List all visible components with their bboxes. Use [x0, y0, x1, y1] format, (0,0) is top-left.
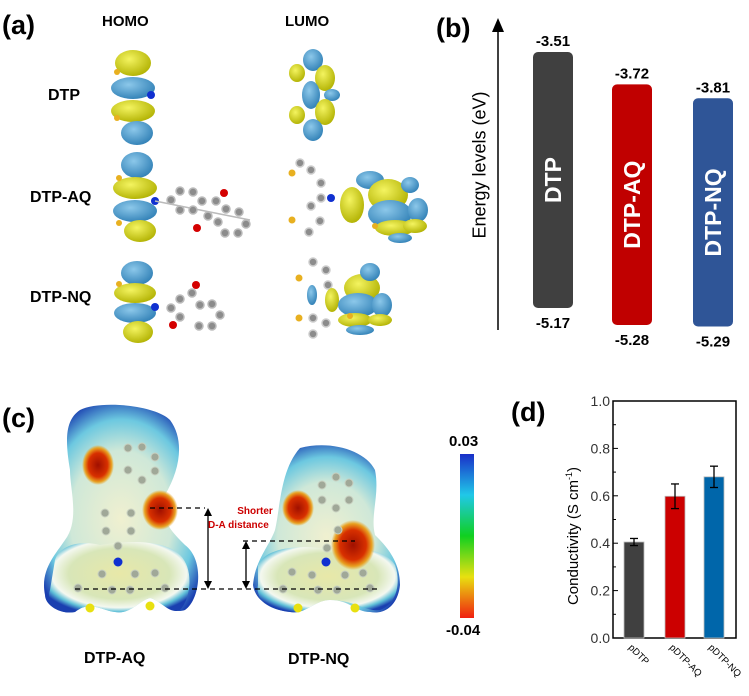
panel-b-label: (b)	[436, 13, 471, 43]
bar-pdtp-nq	[703, 476, 725, 639]
y-tick-label: 0.6	[591, 488, 611, 504]
y-tick-label: 0.0	[591, 630, 611, 646]
esp-label-dtp-nq: DTP-NQ	[288, 651, 350, 668]
annotation-shorter: Shorter	[237, 506, 273, 517]
panel-d-label: (d)	[511, 397, 546, 427]
ylabel-text: Conductivity (S cm	[565, 479, 582, 606]
row-label-dtp-nq: DTP-NQ	[30, 289, 92, 306]
colorbar-max-label: 0.03	[449, 433, 479, 450]
homo-header: HOMO	[102, 13, 149, 30]
y-tick-label: 1.0	[591, 393, 611, 409]
y-tick-label: 0.2	[591, 583, 611, 599]
conductivity-ylabel: Conductivity (S cm-1)	[564, 467, 582, 605]
bar-pdtp-aq	[664, 495, 686, 639]
y-tick-label: 0.8	[591, 440, 611, 456]
row-label-dtp: DTP	[48, 87, 80, 104]
colorbar-min-label: -0.04	[446, 622, 481, 639]
ylabel-superscript: -1	[564, 471, 574, 480]
panel-c-label: (c)	[2, 403, 35, 433]
bar-pdtp	[623, 541, 645, 639]
ylabel-close: )	[565, 466, 582, 472]
annotation-da-distance: D-A distance	[208, 520, 269, 531]
x-tick-label: pDTP	[626, 642, 651, 667]
esp-label-dtp-aq: DTP-AQ	[84, 650, 146, 667]
panel-a-label: (a)	[2, 10, 35, 40]
x-tick-label: pDTP-AQ	[667, 642, 704, 679]
row-label-dtp-aq: DTP-AQ	[30, 189, 92, 206]
x-tick-label: pDTP-NQ	[706, 642, 743, 679]
y-tick-label: 0.4	[591, 535, 611, 551]
lumo-header: LUMO	[285, 13, 330, 30]
